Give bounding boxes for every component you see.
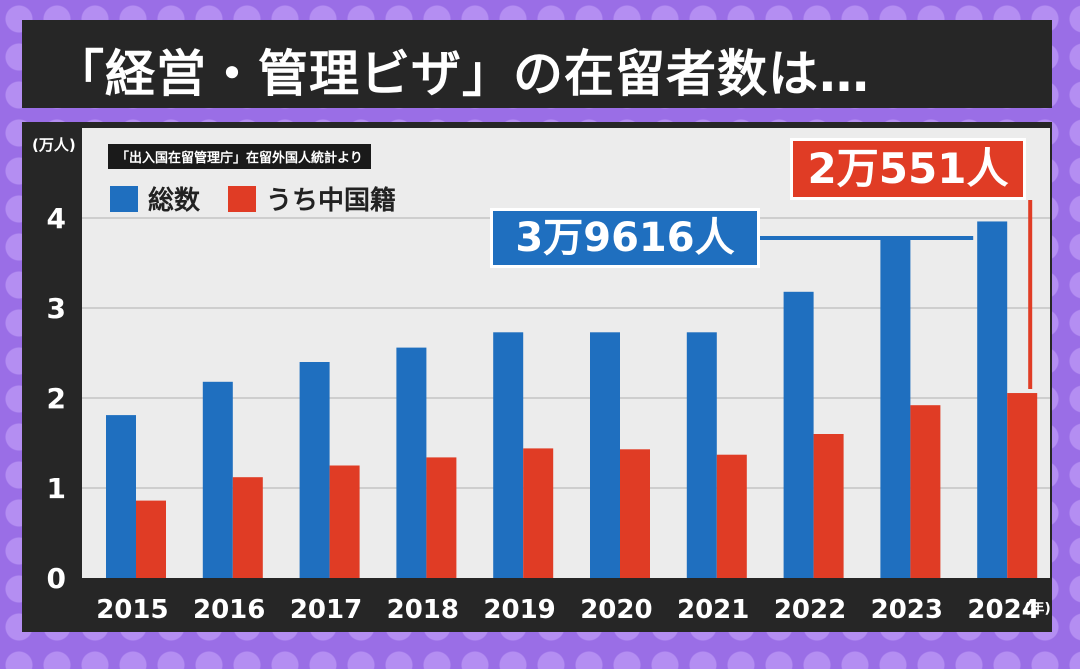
legend-label-total: 総数 <box>148 186 201 216</box>
bar-china <box>232 477 263 578</box>
bar-china <box>329 465 360 578</box>
bar-total <box>106 415 136 578</box>
y-tick-label: 1 <box>47 472 66 505</box>
callout-total-2024: 3万9616人 <box>490 208 760 268</box>
bar-total <box>396 347 427 578</box>
bar-china <box>523 448 554 578</box>
y-axis-unit: (万人) <box>32 136 76 154</box>
x-tick-label: 2019 <box>483 595 555 625</box>
x-tick-label: 2018 <box>387 595 459 625</box>
legend-swatch-total <box>110 185 138 212</box>
bar-total <box>977 221 1008 578</box>
chart-title: 「経営・管理ビザ」の在留者数は… <box>54 45 870 103</box>
x-axis-unit: (年) <box>1024 601 1051 617</box>
bar-total <box>686 332 717 578</box>
bar-total <box>202 381 233 578</box>
bar-total <box>493 332 524 578</box>
title-bar: 「経営・管理ビザ」の在留者数は… <box>22 20 1052 108</box>
x-tick-label: 2021 <box>677 595 749 625</box>
bar-china <box>620 449 650 578</box>
bar-china <box>426 457 457 578</box>
bar-total <box>590 332 620 578</box>
bar-china <box>136 500 166 578</box>
legend-label-china: うち中国籍 <box>266 186 397 216</box>
bar-total <box>299 362 330 578</box>
bar-china <box>1007 393 1038 578</box>
callout-china-2024: 2万551人 <box>790 138 1026 200</box>
bar-total <box>880 239 911 578</box>
y-tick-label: 2 <box>47 382 66 415</box>
x-tick-label: 2022 <box>774 595 846 625</box>
y-tick-label: 0 <box>47 562 66 595</box>
legend-swatch-china <box>228 185 257 212</box>
x-tick-label: 2017 <box>290 595 362 625</box>
y-tick-label: 4 <box>47 202 66 235</box>
x-tick-label: 2016 <box>193 595 265 625</box>
x-tick-label: 2020 <box>580 595 652 625</box>
source-note: 「出入国在留管理庁」在留外国人統計より <box>108 144 371 169</box>
bar-china <box>813 434 844 578</box>
bar-china <box>910 405 941 578</box>
bar-china <box>716 454 747 578</box>
x-tick-label: 2024 <box>967 595 1039 625</box>
x-tick-label: 2023 <box>871 595 943 625</box>
x-tick-label: 2015 <box>96 595 168 625</box>
legend: 総数 うち中国籍 <box>110 180 414 217</box>
bar-total <box>783 291 814 578</box>
y-tick-label: 3 <box>47 292 66 325</box>
